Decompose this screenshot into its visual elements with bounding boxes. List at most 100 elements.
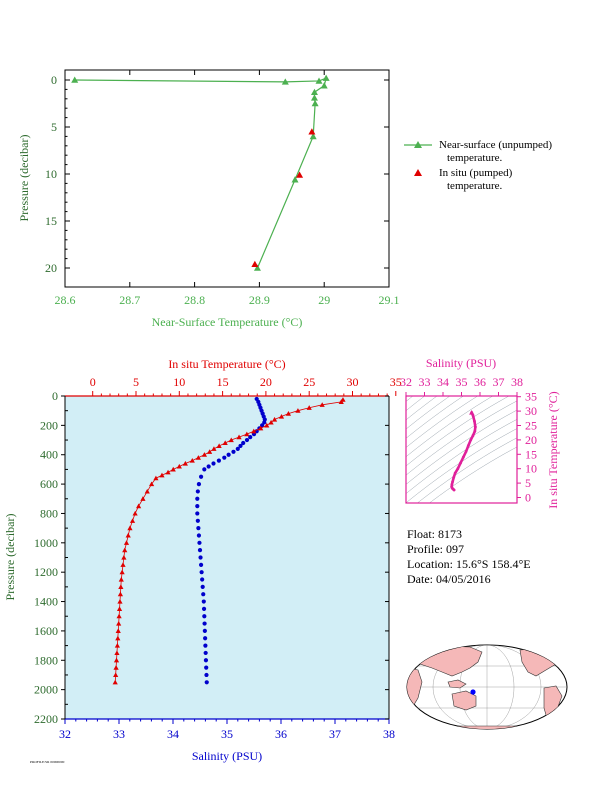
profile-top-label: In situ Temperature (°C) xyxy=(168,357,285,371)
salinity-point xyxy=(204,665,209,670)
ts-point xyxy=(471,414,475,417)
pressure-tick-label: 0 xyxy=(52,389,58,403)
profile-temperature-axis: 0 5 10 15 20 25 30 35 xyxy=(90,375,402,396)
profile-series xyxy=(112,396,346,685)
ts-point xyxy=(473,425,477,429)
sal-tick-label: 37 xyxy=(329,727,341,741)
temp-tick-label: 35 xyxy=(390,375,402,389)
ts-surface-marker xyxy=(469,409,475,415)
world-map xyxy=(406,644,568,730)
temperature-point xyxy=(140,496,146,501)
ts-temp-tick-label: 20 xyxy=(525,433,537,447)
ts-point xyxy=(452,475,456,479)
x-tick-label: 29.1 xyxy=(379,293,400,307)
density-contour xyxy=(406,396,479,448)
density-contour xyxy=(406,396,510,467)
legend-text-unpumped: Near-surface (unpumped) xyxy=(439,139,552,151)
salinity-point xyxy=(198,562,204,567)
x-tick-label: 29 xyxy=(318,293,330,307)
salinity-point xyxy=(197,540,202,545)
temperature-point xyxy=(222,440,228,446)
temperature-point xyxy=(216,443,222,448)
temperature-point xyxy=(251,428,257,434)
near-surface-plot-area xyxy=(64,69,390,288)
temperature-point xyxy=(268,419,274,425)
profile-date: Date: 04/05/2016 xyxy=(407,572,491,586)
temperature-point xyxy=(207,449,213,454)
ts-temp-tick-label: 30 xyxy=(525,404,537,418)
near-surface-chart: 28.6 28.7 28.8 28.9 29 29.1 0 5 10 15 20 Near-Sur… xyxy=(17,69,552,329)
temp-tick-label: 0 xyxy=(90,375,96,389)
ts-sal-tick-label: 37 xyxy=(493,375,505,389)
ts-sal-tick-label: 33 xyxy=(419,375,431,389)
temperature-point xyxy=(123,540,130,545)
near-surface-point xyxy=(310,94,318,101)
density-contour xyxy=(388,262,536,361)
temperature-point xyxy=(295,408,301,413)
pressure-tick-label: 2200 xyxy=(34,712,58,726)
ts-temp-tick-label: 10 xyxy=(525,462,537,476)
temperature-point xyxy=(114,642,120,648)
temperature-point xyxy=(116,620,122,626)
salinity-point xyxy=(203,643,208,648)
x-tick-label: 28.7 xyxy=(119,293,140,307)
temperature-point xyxy=(112,679,118,685)
salinity-point xyxy=(198,474,204,479)
ts-temp-tick-label: 25 xyxy=(525,419,537,433)
temperature-point xyxy=(159,472,165,478)
legend-text-unpumped-2: temperature. xyxy=(447,152,503,164)
near-surface-point xyxy=(281,78,289,85)
temperature-point xyxy=(117,591,124,597)
ts-sal-tick-label: 34 xyxy=(437,375,449,389)
ts-point xyxy=(451,480,455,484)
pressure-tick-label: 1200 xyxy=(34,565,58,579)
temperature-point xyxy=(244,431,250,437)
temperature-point xyxy=(125,532,131,538)
salinity-point xyxy=(206,464,211,469)
salinity-point xyxy=(204,672,209,678)
salinity-point xyxy=(235,446,240,451)
temperature-point xyxy=(148,481,155,487)
temperature-point xyxy=(228,437,234,443)
temperature-point xyxy=(122,547,128,553)
temperature-point xyxy=(153,475,159,481)
pressure-tick-label: 600 xyxy=(40,477,58,491)
near-surface-point xyxy=(322,74,330,81)
legend-text-pumped-2: temperature. xyxy=(447,180,503,192)
salinity-point xyxy=(203,658,209,663)
temperature-point xyxy=(118,576,124,582)
ts-plot-area xyxy=(406,396,517,503)
temperature-point xyxy=(182,460,188,466)
temperature-point xyxy=(176,463,182,469)
ts-point xyxy=(453,471,457,475)
ts-temp-tick-label: 5 xyxy=(525,476,531,490)
temp-tick-label: 15 xyxy=(217,375,229,389)
salinity-point xyxy=(203,650,208,656)
ts-point xyxy=(471,434,475,437)
pressure-tick-label: 1000 xyxy=(34,536,58,550)
float-info: Float: 8173 Profile: 097 Location: 15.6°… xyxy=(407,527,531,586)
salinity-point xyxy=(195,511,200,516)
temperature-point xyxy=(132,510,138,516)
pressure-tick-label: 2000 xyxy=(34,683,58,697)
temperature-point xyxy=(195,455,201,460)
float-id: Float: 8173 xyxy=(407,527,462,541)
near-surface-y-axis: 0 5 10 15 20 xyxy=(45,73,389,275)
land-africa xyxy=(407,667,423,709)
ts-point xyxy=(450,483,454,486)
salinity-point xyxy=(195,518,200,523)
salinity-point xyxy=(195,489,200,494)
salinity-point xyxy=(231,449,236,454)
ts-series xyxy=(450,409,477,492)
salinity-point xyxy=(202,467,207,472)
density-contour xyxy=(388,253,536,352)
sal-tick-label: 38 xyxy=(383,727,395,741)
temp-tick-label: 10 xyxy=(173,375,185,389)
y-tick-label: 15 xyxy=(45,214,57,228)
salinity-point xyxy=(200,577,205,582)
temperature-point xyxy=(264,422,270,428)
density-contour xyxy=(406,396,426,412)
pressure-tick-label: 1400 xyxy=(34,595,58,609)
ts-point xyxy=(473,429,477,433)
